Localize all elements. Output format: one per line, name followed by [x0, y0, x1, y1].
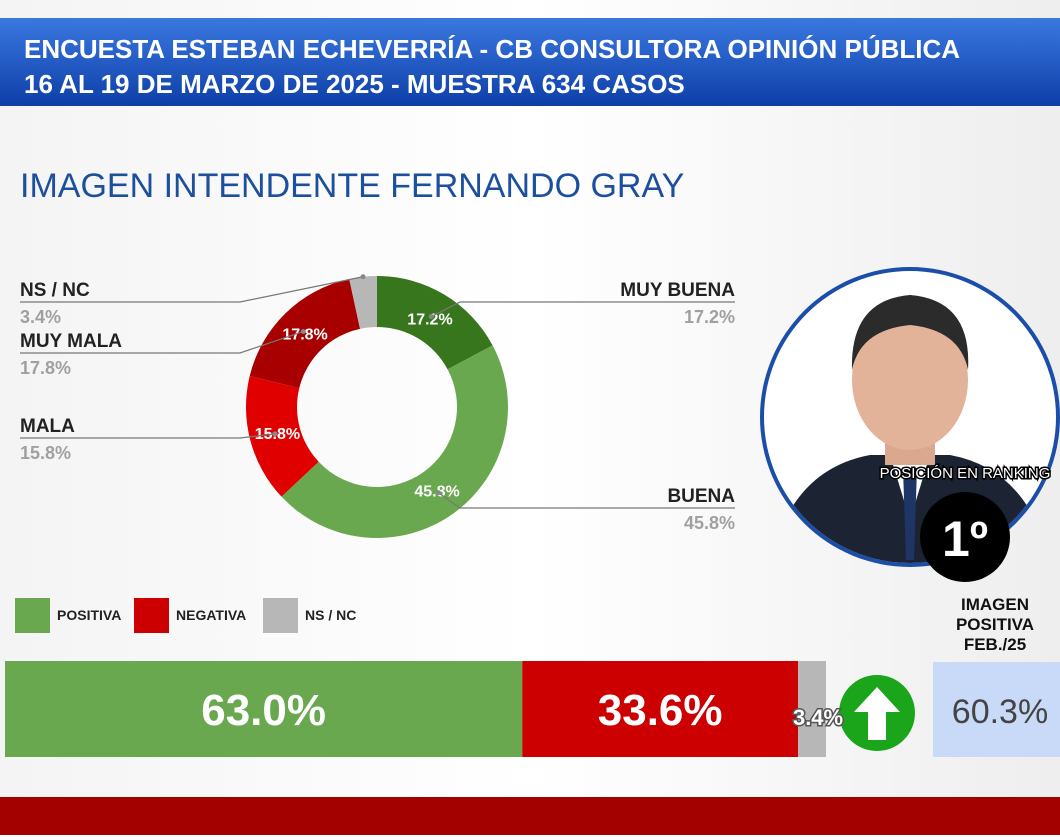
bar-label: 3.4% [793, 705, 843, 730]
previous-box [933, 662, 1060, 757]
slice-label: 15.8% [255, 426, 300, 443]
category-label: MUY MALA [20, 331, 122, 352]
chart-title: IMAGEN INTENDENTE FERNANDO GRAY [20, 167, 684, 205]
ranking-label: POSICIÓN EN RANKING [880, 465, 1051, 482]
bar-segment [5, 661, 523, 757]
leader-line [438, 492, 735, 509]
donut-slice [377, 276, 493, 370]
bar-label: 33.6% [598, 686, 723, 735]
leader-dot [300, 328, 306, 334]
header-line: 16 AL 19 DE MARZO DE 2025 - MUESTRA 634 … [24, 69, 685, 99]
leader-dot [428, 314, 434, 320]
category-value: 17.8% [20, 358, 71, 378]
header-line: ENCUESTA ESTEBAN ECHEVERRÍA - CB CONSULT… [24, 34, 960, 64]
bar-segment [522, 661, 799, 757]
previous-label: IMAGEN [961, 595, 1029, 614]
category-value: 3.4% [20, 307, 61, 327]
category-label: MALA [20, 416, 75, 437]
donut-slice [249, 278, 361, 389]
previous-label: FEB./25 [964, 635, 1026, 654]
previous-value: 60.3% [952, 693, 1048, 731]
donut-slice [245, 376, 319, 497]
header-bar [0, 18, 1060, 106]
leader-line [431, 301, 735, 318]
legend-label: POSITIVA [57, 607, 121, 623]
ranking-badge [920, 492, 1010, 582]
leader-dot [435, 490, 441, 496]
previous-label: POSITIVA [956, 615, 1034, 634]
slice-label: 17.2% [407, 312, 452, 329]
bar-segment [798, 661, 826, 757]
category-value: 45.8% [684, 513, 735, 533]
category-label: BUENA [667, 486, 735, 507]
bar-label: 63.0% [201, 686, 326, 735]
category-label: MUY BUENA [620, 280, 735, 301]
leader-line [20, 433, 276, 439]
legend-swatch [15, 598, 50, 633]
legend-label: NEGATIVA [176, 607, 246, 623]
leader-line [20, 330, 304, 354]
leader-line [20, 276, 364, 303]
ranking-position: 1º [942, 511, 988, 567]
legend-swatch [134, 598, 169, 633]
slice-label: 17.8% [282, 326, 327, 343]
photo [760, 267, 1060, 751]
donut-slice [349, 276, 377, 329]
leader-dot [360, 274, 366, 280]
category-value: 17.2% [684, 307, 735, 327]
category-label: NS / NC [20, 280, 90, 301]
donut-slice [281, 345, 508, 538]
legend-swatch [263, 598, 298, 633]
category-value: 15.8% [20, 443, 71, 463]
leader-dot [272, 431, 278, 437]
footer-bar [0, 797, 1060, 835]
legend-label: NS / NC [305, 607, 356, 623]
